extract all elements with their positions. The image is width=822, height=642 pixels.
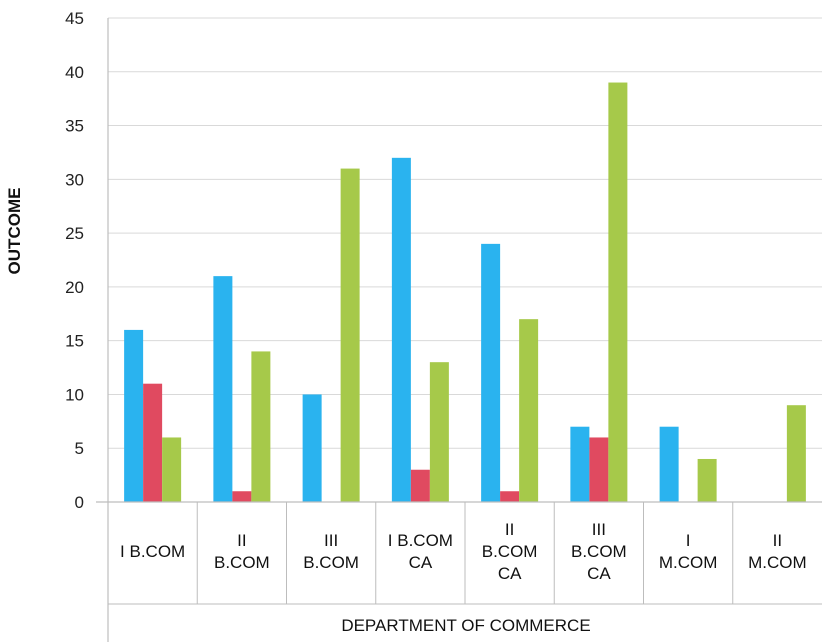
y-tick-label: 40 <box>65 63 84 82</box>
y-tick-label: 20 <box>65 278 84 297</box>
y-tick-label: 15 <box>65 332 84 351</box>
y-tick-labels: 0 5 10 15 20 25 30 35 40 45 <box>65 9 84 512</box>
x-tick-label: B.COM <box>571 542 627 561</box>
x-tick-label: I <box>686 531 691 550</box>
x-tick-label: CA <box>409 553 433 572</box>
bar <box>697 458 717 502</box>
x-tick-label: I B.COM <box>120 542 185 561</box>
x-tick-label: B.COM <box>303 553 359 572</box>
x-tick-label: M.COM <box>659 553 718 572</box>
bars <box>124 82 806 503</box>
y-tick-label: 30 <box>65 170 84 189</box>
y-tick-label: 5 <box>75 439 84 458</box>
x-tick-label: I B.COM <box>388 531 453 550</box>
y-tick-label: 25 <box>65 224 84 243</box>
bar <box>570 426 590 502</box>
bar <box>589 437 609 502</box>
y-tick-label: 0 <box>75 493 84 512</box>
axes <box>96 18 822 642</box>
bar <box>124 329 144 502</box>
x-tick-label: III <box>592 520 606 539</box>
bar <box>500 491 520 502</box>
bar <box>391 157 411 503</box>
y-axis-label: OUTCOME <box>5 188 24 275</box>
x-axis-label: DEPARTMENT OF COMMERCE <box>341 616 590 635</box>
x-tick-label: II <box>773 531 782 550</box>
y-tick-label: 10 <box>65 385 84 404</box>
bar <box>481 243 501 502</box>
bar <box>213 276 233 502</box>
x-tick-label: M.COM <box>748 553 807 572</box>
x-tick-label: III <box>324 531 338 550</box>
y-tick-label: 45 <box>65 9 84 28</box>
bar <box>232 491 252 502</box>
bar <box>429 362 449 502</box>
x-tick-label: CA <box>587 564 611 583</box>
bar <box>251 351 271 502</box>
x-tick-label: II <box>237 531 246 550</box>
bar <box>143 383 163 502</box>
bar <box>608 82 628 503</box>
x-tick-label: CA <box>498 564 522 583</box>
x-tick-label: B.COM <box>214 553 270 572</box>
bar <box>302 394 322 502</box>
y-tick-label: 35 <box>65 117 84 136</box>
x-tick-label: B.COM <box>482 542 538 561</box>
bar <box>786 405 806 502</box>
bar <box>340 168 360 503</box>
bar <box>519 319 539 502</box>
bar <box>162 437 182 502</box>
x-tick-label: II <box>505 520 514 539</box>
bar <box>659 426 679 502</box>
bar <box>410 469 430 502</box>
